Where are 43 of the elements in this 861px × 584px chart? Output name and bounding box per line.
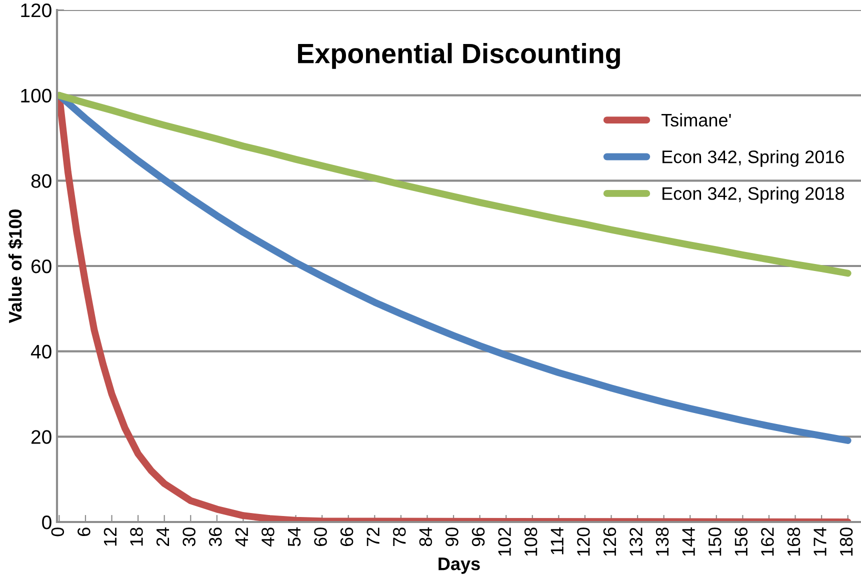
y-tick-label: 100	[21, 88, 52, 103]
x-tick-label: 36	[208, 528, 222, 546]
legend-label: Econ 342, Spring 2018	[662, 186, 844, 204]
x-tick-label: 72	[366, 528, 380, 546]
x-tick-label: 96	[472, 528, 485, 546]
y-tick-label: 40	[30, 344, 52, 359]
x-tick-label: 0	[51, 528, 64, 536]
x-tick-label: 42	[235, 528, 248, 547]
x-tick-label: 150	[708, 528, 722, 556]
x-tick-label: 180	[840, 528, 853, 556]
x-tick-label: 54	[288, 527, 301, 546]
x-tick-label: 162	[761, 528, 774, 556]
legend-label: Econ 342, Spring 2016	[662, 150, 844, 167]
x-axis-title: Days	[438, 558, 480, 574]
x-tick-label: 90	[446, 528, 458, 546]
x-tick-label: 174	[814, 527, 826, 556]
y-tick-label: 80	[31, 174, 52, 188]
y-axis-title: Value of $100	[8, 210, 23, 324]
x-tick-label: 102	[498, 528, 511, 556]
x-tick-label: 132	[630, 528, 642, 556]
y-tick-label: 120	[21, 3, 52, 18]
x-tick-label: 114	[550, 527, 564, 554]
y-tick-label: 60	[32, 259, 52, 274]
text: Exponential Discounting	[298, 42, 620, 69]
x-tick-label: 144	[682, 527, 695, 556]
x-tick-label: 30	[182, 528, 196, 546]
y-tick-label: 20	[31, 430, 52, 444]
x-tick-label: 138	[656, 528, 669, 556]
x-tick-label: 66	[340, 528, 354, 546]
x-tick-label: 78	[393, 528, 406, 546]
x-tick-label: 48	[262, 528, 274, 547]
x-tick-label: 156	[734, 528, 748, 556]
x-tick-label: 168	[787, 528, 800, 556]
x-tick-label: 120	[577, 528, 590, 556]
x-tick-label: 126	[603, 528, 616, 556]
x-tick-label: 60	[314, 528, 327, 546]
x-tick-label: 24	[156, 527, 170, 546]
legend-label: Tsimane'	[661, 113, 731, 127]
x-tick-label: 108	[524, 528, 538, 556]
x-tick-label: 6	[78, 528, 90, 536]
x-tick-label: 18	[130, 528, 143, 546]
x-tick-label: 12	[104, 528, 116, 546]
x-tick-label: 84	[419, 527, 432, 546]
